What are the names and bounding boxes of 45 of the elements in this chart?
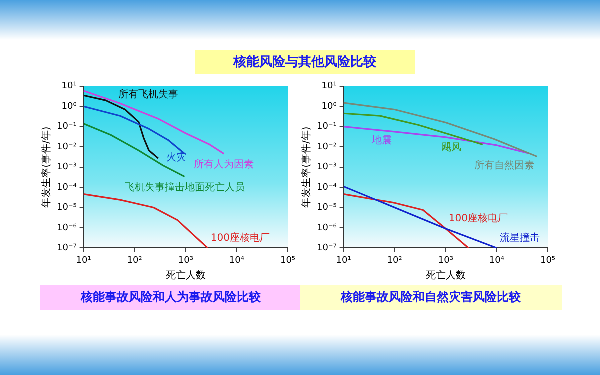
y-tick-label: 10⁻⁶ [317,223,338,234]
series-label: 飓风 [441,142,462,154]
y-tick-label: 10⁻⁴ [57,182,78,193]
text: 核能事故风险和自然灾害风险比较 [300,285,562,310]
y-tick-label: 10⁻³ [57,162,78,173]
series-label: 流星撞击 [500,232,540,244]
y-tick-label: 10⁻⁵ [57,203,78,214]
y-tick-label: 10⁻² [317,142,338,152]
y-tick-label: 10⁻⁶ [57,223,78,234]
series-label: 所有飞机失事 [118,88,179,101]
y-tick-label: 10⁻³ [317,162,338,173]
x-tick-label: 10¹ [76,256,92,266]
y-tick-label: 10⁻¹ [57,122,78,132]
y-tick-label: 10⁰ [62,102,78,112]
y-tick-label: 10⁻⁷ [57,244,78,254]
y-tick-label: 10¹ [322,82,338,92]
y-axis-title: 年发生率(事件/年) [300,126,313,208]
series-label: 100座核电厂 [448,212,508,224]
series-label: 100座核电厂 [210,232,270,244]
series-label: 所有自然因素 [474,159,534,172]
y-tick-label: 10⁻⁵ [317,203,338,214]
x-tick-label: 10¹ [336,256,352,266]
y-tick-label: 10⁻² [57,142,78,152]
series-label: 所有人为因素 [194,158,254,170]
x-tick-label: 10³ [178,256,194,266]
x-tick-label: 10⁵ [280,256,296,266]
x-axis-title: 死亡人数 [426,270,466,282]
y-axis-title: 年发生率(事件/年) [40,126,53,208]
series-label: 地震 [370,134,392,147]
x-tick-label: 10² [387,256,403,266]
x-tick-label: 10³ [438,256,454,266]
x-tick-label: 10² [127,256,143,266]
y-tick-label: 10¹ [62,82,78,92]
y-tick-label: 10⁰ [322,102,338,112]
y-tick-label: 10⁻¹ [317,122,338,132]
x-tick-label: 10⁴ [489,256,505,266]
x-axis-title: 死亡人数 [166,270,206,282]
y-tick-label: 10⁻⁷ [317,244,338,254]
y-tick-label: 10⁻⁴ [317,182,338,193]
text: 核能事故风险和人为事故风险比较 [40,285,302,310]
x-tick-label: 10⁵ [540,256,556,266]
x-tick-label: 10⁴ [229,256,245,266]
text: 核能风险与其他风险比较 [195,50,415,74]
series-label: 火灾 [166,152,186,164]
series-label: 飞机失事撞击地面死亡人员 [124,181,245,194]
